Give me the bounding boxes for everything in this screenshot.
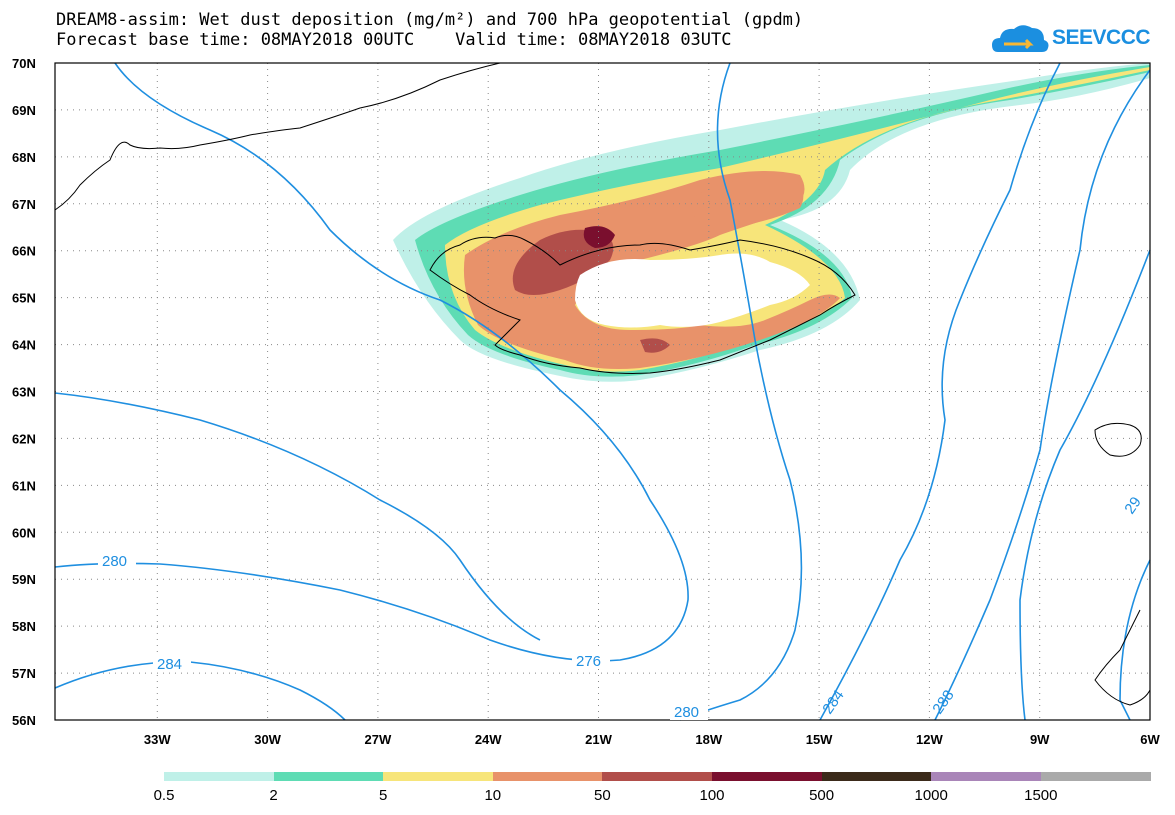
legend-swatch xyxy=(931,772,1042,781)
lon-label: 30W xyxy=(254,732,281,747)
map-title: DREAM8-assim: Wet dust deposition (mg/m²… xyxy=(56,10,804,30)
lat-label: 62N xyxy=(12,431,36,446)
legend-label: 1000 xyxy=(914,787,948,804)
lat-label: 60N xyxy=(12,525,36,540)
map-subtitle: Forecast base time: 08MAY2018 00UTC Vali… xyxy=(56,30,732,50)
lat-label: 69N xyxy=(12,103,36,118)
lat-label: 66N xyxy=(12,244,36,259)
map-frame xyxy=(54,62,1151,721)
legend-label: 50 xyxy=(594,787,611,804)
lon-label: 18W xyxy=(695,732,722,747)
lat-label: 58N xyxy=(12,619,36,634)
contour-labels: 280 284 276 280 284 288 29 xyxy=(98,494,1145,721)
legend-swatch xyxy=(383,772,494,781)
dust-deposition-shading xyxy=(393,63,1150,382)
lat-label: 64N xyxy=(12,338,36,353)
lat-label: 63N xyxy=(12,385,36,400)
logo-text: SEEVCCC xyxy=(1052,26,1151,49)
longitude-labels: 33W 30W 27W 24W 21W 18W 15W 12W 9W 6W xyxy=(144,732,1161,747)
lat-label: 61N xyxy=(12,478,36,493)
lat-label: 67N xyxy=(12,197,36,212)
lat-label: 56N xyxy=(12,713,36,728)
cloud-logo-icon xyxy=(992,25,1049,52)
geopotential-contours xyxy=(54,62,1151,721)
lon-label: 12W xyxy=(916,732,943,747)
latitude-labels: 70N 69N 68N 67N 66N 65N 64N 63N 62N 61N 60N 59N 58N 5… xyxy=(12,56,36,728)
legend-label: 500 xyxy=(809,787,835,804)
contour-label-280-bottom: 280 xyxy=(674,704,699,721)
lon-label: 21W xyxy=(585,732,612,747)
legend-swatch xyxy=(273,772,384,781)
lat-label: 57N xyxy=(12,666,36,681)
legend-label: 1500 xyxy=(1024,787,1058,804)
legend-label: 5 xyxy=(379,787,388,804)
lon-label: 24W xyxy=(475,732,502,747)
lat-label: 68N xyxy=(12,150,36,165)
contour-label-288: 288 xyxy=(929,687,957,717)
contour-label-284-left: 284 xyxy=(157,656,182,673)
legend-swatch xyxy=(492,772,603,781)
contour-label-29: 29 xyxy=(1121,494,1144,517)
legend-label: 10 xyxy=(484,787,502,804)
legend-label: 0.5 xyxy=(153,787,175,804)
contour-label-276: 276 xyxy=(576,653,601,670)
lon-label: 27W xyxy=(365,732,392,747)
legend-swatch xyxy=(602,772,713,781)
lon-label: 9W xyxy=(1030,732,1050,747)
legend-swatch xyxy=(164,772,274,781)
graticule xyxy=(55,63,1150,720)
legend-label: 2 xyxy=(269,787,278,804)
legend-label: 100 xyxy=(699,787,725,804)
contour-label-280-left: 280 xyxy=(102,553,127,570)
legend-swatch xyxy=(1040,772,1151,781)
coastlines xyxy=(54,62,1151,706)
legend-swatch xyxy=(712,772,822,781)
lon-label: 33W xyxy=(144,732,171,747)
lat-label: 65N xyxy=(12,291,36,306)
lon-label: 6W xyxy=(1140,732,1160,747)
lat-label: 70N xyxy=(12,56,36,71)
lon-label: 15W xyxy=(806,732,833,747)
lat-label: 59N xyxy=(12,572,36,587)
legend-swatch xyxy=(821,772,932,781)
